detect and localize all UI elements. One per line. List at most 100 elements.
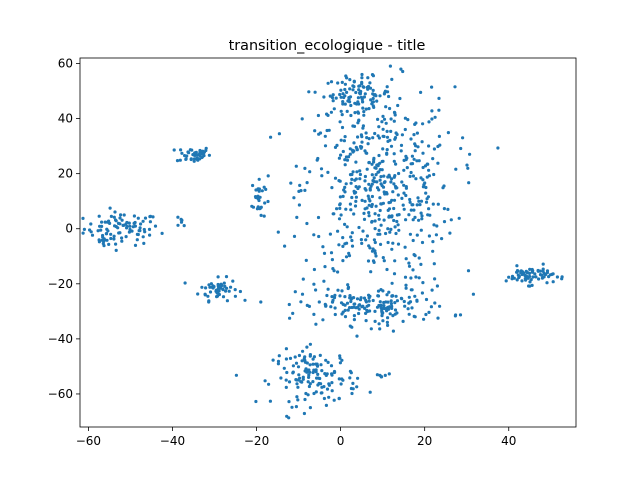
scatter-point	[409, 170, 413, 175]
scatter-point	[414, 144, 418, 148]
scatter-point	[125, 224, 129, 229]
scatter-point	[284, 347, 288, 351]
scatter-point	[389, 180, 393, 184]
scatter-point	[330, 372, 334, 376]
scatter-point	[367, 182, 371, 186]
scatter-point	[88, 228, 92, 232]
x-tick-label: 40	[501, 434, 516, 448]
scatter-point	[344, 74, 348, 78]
scatter-point	[311, 380, 315, 384]
scatter-point	[387, 207, 392, 211]
scatter-point	[324, 403, 328, 407]
scatter-point	[560, 277, 564, 281]
scatter-point	[372, 176, 376, 180]
scatter-point	[540, 273, 544, 277]
scatter-point	[338, 206, 342, 210]
scatter-point	[352, 314, 356, 318]
scatter-point	[403, 245, 407, 249]
scatter-point	[238, 289, 242, 294]
scatter-point	[96, 229, 100, 233]
scatter-point	[363, 199, 367, 203]
scatter-point	[348, 152, 352, 156]
scatter-point	[360, 140, 364, 144]
scatter-point	[119, 213, 123, 217]
scatter-point	[356, 135, 360, 139]
scatter-point	[200, 155, 205, 159]
scatter-point	[147, 227, 152, 231]
scatter-point	[336, 81, 340, 85]
scatter-point	[333, 312, 337, 317]
scatter-point	[413, 294, 417, 298]
scatter-point	[438, 304, 442, 308]
scatter-point	[342, 188, 346, 192]
scatter-point	[141, 235, 145, 239]
scatter-point	[407, 213, 411, 217]
scatter-point	[311, 357, 315, 361]
scatter-point	[458, 313, 463, 317]
scatter-point	[373, 319, 377, 323]
scatter-point	[413, 254, 417, 258]
scatter-point	[411, 268, 415, 272]
scatter-point	[358, 84, 362, 88]
scatter-point	[269, 135, 273, 139]
scatter-point	[343, 163, 347, 167]
scatter-point	[427, 207, 431, 211]
scatter-point	[387, 215, 391, 219]
scatter-point	[379, 182, 383, 186]
scatter-point	[379, 202, 383, 206]
scatter-point	[367, 203, 371, 207]
scatter-point	[311, 370, 315, 375]
scatter-point	[340, 358, 344, 362]
scatter-point	[127, 221, 131, 225]
scatter-point	[190, 148, 194, 152]
scatter-point	[466, 166, 470, 170]
scatter-point	[371, 298, 375, 303]
chart-title: transition_ecologique - title	[229, 38, 426, 54]
scatter-point	[221, 295, 226, 299]
scatter-point	[386, 323, 390, 327]
scatter-point	[372, 158, 376, 162]
scatter-point	[337, 217, 342, 221]
scatter-point	[90, 233, 95, 237]
scatter-point	[354, 160, 358, 164]
scatter-point	[179, 217, 183, 221]
scatter-point	[297, 373, 301, 377]
scatter-point	[370, 194, 374, 199]
scatter-point	[348, 95, 353, 99]
scatter-point	[354, 195, 358, 199]
scatter-point	[357, 225, 361, 230]
scatter-point	[200, 285, 204, 289]
scatter-point	[517, 274, 521, 279]
scatter-point	[527, 271, 532, 275]
scatter-point	[386, 240, 390, 245]
scatter-point	[193, 151, 197, 155]
scatter-point	[394, 294, 398, 298]
scatter-point	[437, 108, 441, 112]
scatter-point	[353, 101, 357, 105]
scatter-point	[402, 207, 406, 211]
scatter-point	[187, 151, 191, 155]
scatter-point	[338, 203, 342, 207]
scatter-point	[336, 288, 340, 292]
scatter-point	[399, 143, 404, 147]
scatter-point	[314, 288, 318, 292]
scatter-point	[141, 219, 145, 223]
scatter-point	[179, 220, 184, 224]
scatter-point	[431, 240, 435, 244]
scatter-point	[390, 294, 394, 298]
scatter-point	[348, 202, 352, 206]
scatter-point	[545, 269, 550, 273]
scatter-point	[298, 183, 302, 187]
scatter-point	[381, 127, 385, 131]
scatter-point	[148, 233, 152, 237]
scatter-point	[465, 163, 469, 167]
scatter-point	[295, 395, 299, 399]
scatter-point	[519, 269, 523, 273]
scatter-point	[380, 311, 384, 316]
scatter-point	[390, 77, 394, 81]
scatter-point	[368, 309, 372, 313]
scatter-point	[551, 272, 555, 276]
scatter-point	[429, 305, 433, 309]
scatter-point	[89, 222, 93, 226]
scatter-point	[384, 105, 388, 109]
